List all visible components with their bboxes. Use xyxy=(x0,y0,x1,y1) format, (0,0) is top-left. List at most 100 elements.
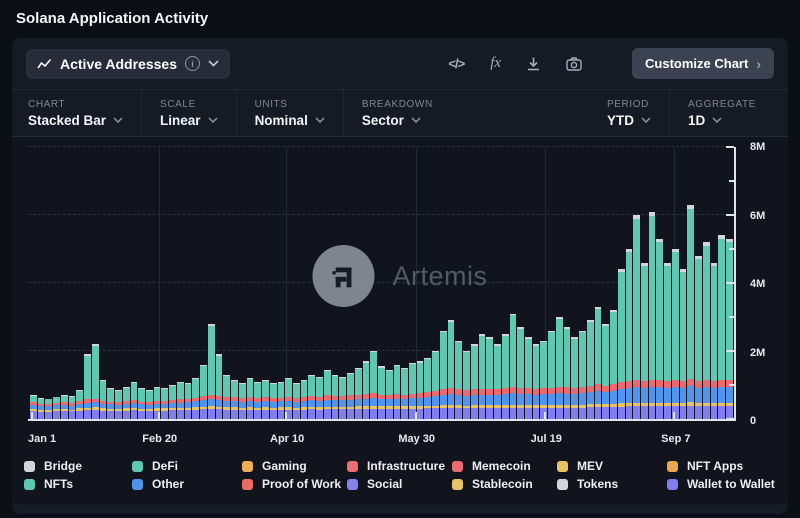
bar-segment-defi xyxy=(99,380,107,401)
bar-segment-memecoin xyxy=(710,380,718,389)
bar-segment-other xyxy=(687,386,695,403)
bar-segment-memecoin xyxy=(555,386,563,394)
filter-value-units[interactable]: Nominal xyxy=(255,113,325,128)
filter-selected-value: YTD xyxy=(606,112,634,128)
legend-item-proof-of-work[interactable]: Proof of Work xyxy=(242,477,347,491)
legend-item-social[interactable]: Social xyxy=(347,477,452,491)
bar-segment-wallet-to-wallet xyxy=(238,410,246,419)
filter-value-aggregate[interactable]: 1D xyxy=(688,113,756,128)
bar-segment-defi xyxy=(555,318,563,387)
stacked-bar xyxy=(231,147,238,419)
bar-segment-other xyxy=(463,395,470,406)
bar-segment-other xyxy=(594,390,602,404)
bar-segment-defi xyxy=(378,367,385,395)
bar-segment-other xyxy=(292,401,300,408)
bar-segment-defi xyxy=(424,359,432,392)
bar-segment-other xyxy=(370,397,378,407)
code-icon[interactable]: </> xyxy=(448,56,465,71)
bar-segment-memecoin xyxy=(687,378,695,387)
bar-segment-defi xyxy=(648,215,656,380)
bar-segment-memecoin xyxy=(579,387,586,394)
customize-chart-button[interactable]: Customize Chart › xyxy=(632,48,774,79)
legend-item-stablecoin[interactable]: Stablecoin xyxy=(452,477,557,491)
bar-segment-defi xyxy=(354,369,362,395)
x-axis-tick-label: Feb 20 xyxy=(142,433,178,445)
bar-segment-defi xyxy=(316,377,323,397)
legend-item-nfts[interactable]: NFTs xyxy=(24,477,132,491)
bar-segment-defi xyxy=(671,252,679,380)
bar-segment-other xyxy=(548,393,555,406)
bar-segment-bridge xyxy=(231,379,238,381)
chart-area[interactable]: 0 2M 4M 6M 8M Jan 1 Feb 20 Apr 10 May 30 Jul 19 S… xyxy=(18,137,782,453)
metric-selector-button[interactable]: Active Addresses i xyxy=(26,48,230,79)
bar-segment-other xyxy=(525,394,532,406)
filter-value-breakdown[interactable]: Sector xyxy=(362,113,433,128)
bar-segment-other xyxy=(664,388,671,404)
legend-item-bridge[interactable]: Bridge xyxy=(24,459,132,473)
bar-segment-wallet-to-wallet xyxy=(494,408,501,419)
bar-segment-memecoin xyxy=(169,400,176,404)
filter-value-scale[interactable]: Linear xyxy=(160,113,218,128)
legend-swatch xyxy=(347,478,358,490)
bar-segment-stablecoin xyxy=(316,407,323,410)
bar-segment-other xyxy=(378,398,385,407)
stacked-bar xyxy=(331,147,339,419)
bar-segment-memecoin xyxy=(548,387,555,394)
legend-item-nft-apps[interactable]: NFT Apps xyxy=(667,459,776,473)
bar-segment-memecoin xyxy=(30,402,37,405)
filter-value-chart[interactable]: Stacked Bar xyxy=(28,113,123,128)
stacked-bar xyxy=(37,147,45,419)
bar-segment-bridge xyxy=(679,269,687,273)
legend-item-other[interactable]: Other xyxy=(132,477,242,491)
bar-segment-memecoin xyxy=(571,388,579,395)
stacked-bar xyxy=(726,147,733,419)
bar-segment-memecoin xyxy=(308,396,316,401)
filter-group-breakdown: BREAKDOWN Sector xyxy=(342,90,451,136)
stacked-bar xyxy=(432,147,439,419)
bar-segment-bridge xyxy=(146,390,153,391)
legend-swatch xyxy=(347,460,358,472)
bar-segment-memecoin xyxy=(68,403,76,406)
legend-item-defi[interactable]: DeFi xyxy=(132,459,242,473)
legend-label: NFTs xyxy=(44,477,74,491)
bar-segment-bridge xyxy=(347,373,354,375)
stacked-bar xyxy=(223,147,231,419)
bar-segment-wallet-to-wallet xyxy=(223,409,231,419)
info-icon[interactable]: i xyxy=(184,56,200,71)
bar-segment-bridge xyxy=(161,388,169,390)
formula-icon[interactable]: fx xyxy=(490,55,502,71)
legend-item-tokens[interactable]: Tokens xyxy=(557,477,667,491)
camera-icon[interactable] xyxy=(566,56,582,71)
bar-segment-bridge xyxy=(393,364,401,366)
legend-item-memecoin[interactable]: Memecoin xyxy=(452,459,557,473)
legend-item-gaming[interactable]: Gaming xyxy=(242,459,347,473)
legend-label: Social xyxy=(367,477,403,491)
bar-segment-stablecoin xyxy=(586,404,594,408)
bar-segment-defi xyxy=(625,252,633,381)
bar-segment-defi xyxy=(285,379,292,398)
bar-segment-stablecoin xyxy=(401,406,408,410)
bar-segment-bridge xyxy=(687,204,695,210)
bar-segment-bridge xyxy=(555,317,563,319)
bar-segment-defi xyxy=(385,370,393,395)
bar-segment-other xyxy=(432,396,439,406)
bar-segment-bridge xyxy=(76,390,84,392)
bar-segment-stablecoin xyxy=(478,405,486,409)
bar-segment-defi xyxy=(138,389,146,402)
filter-value-period[interactable]: YTD xyxy=(607,113,651,128)
bar-segment-other xyxy=(223,400,231,408)
bar-segment-wallet-to-wallet xyxy=(710,406,718,419)
legend-item-infrastructure[interactable]: Infrastructure xyxy=(347,459,452,473)
bar-segment-defi xyxy=(664,265,671,381)
legend-item-mev[interactable]: MEV xyxy=(557,459,667,473)
bar-segment-defi xyxy=(30,396,37,403)
legend-item-wallet-to-wallet[interactable]: Wallet to Wallet xyxy=(667,477,776,491)
plot-area[interactable] xyxy=(28,146,736,421)
download-icon[interactable] xyxy=(527,57,540,71)
bar-segment-bridge xyxy=(68,395,76,397)
bar-segment-other xyxy=(192,401,200,408)
stacked-bar xyxy=(161,147,169,419)
bar-segment-defi xyxy=(68,396,76,404)
bar-segment-memecoin xyxy=(656,379,664,388)
bar-segment-wallet-to-wallet xyxy=(277,409,285,419)
